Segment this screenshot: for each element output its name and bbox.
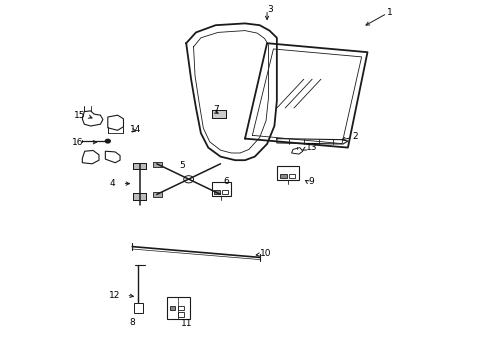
Bar: [212, 182, 231, 196]
Bar: [178, 312, 184, 317]
Bar: [277, 166, 299, 180]
Text: 8: 8: [129, 318, 135, 327]
Bar: [133, 163, 146, 169]
Bar: [133, 163, 146, 169]
Text: 7: 7: [213, 105, 219, 114]
Text: 15: 15: [74, 111, 86, 120]
Text: 1: 1: [387, 8, 393, 17]
Bar: [133, 193, 146, 200]
Text: 6: 6: [223, 177, 229, 186]
Text: 5: 5: [179, 161, 185, 170]
Text: 16: 16: [72, 138, 83, 147]
Text: 2: 2: [353, 132, 358, 141]
Bar: [280, 174, 287, 178]
Bar: [133, 193, 146, 200]
Text: 3: 3: [267, 4, 273, 13]
Bar: [178, 306, 184, 310]
Text: 11: 11: [181, 320, 193, 328]
Text: 12: 12: [109, 291, 120, 300]
Bar: [289, 174, 295, 178]
Bar: [170, 306, 175, 310]
Bar: [167, 297, 190, 319]
Bar: [212, 110, 226, 118]
Bar: [222, 190, 228, 194]
Text: 10: 10: [260, 249, 271, 258]
Bar: [153, 162, 162, 167]
Text: 9: 9: [309, 177, 315, 186]
Text: 14: 14: [130, 125, 141, 134]
Circle shape: [105, 139, 110, 143]
Bar: [134, 303, 143, 313]
Text: 13: 13: [306, 143, 318, 152]
Bar: [212, 110, 226, 118]
Text: 4: 4: [110, 179, 115, 188]
Bar: [153, 192, 162, 197]
Bar: [214, 190, 220, 194]
